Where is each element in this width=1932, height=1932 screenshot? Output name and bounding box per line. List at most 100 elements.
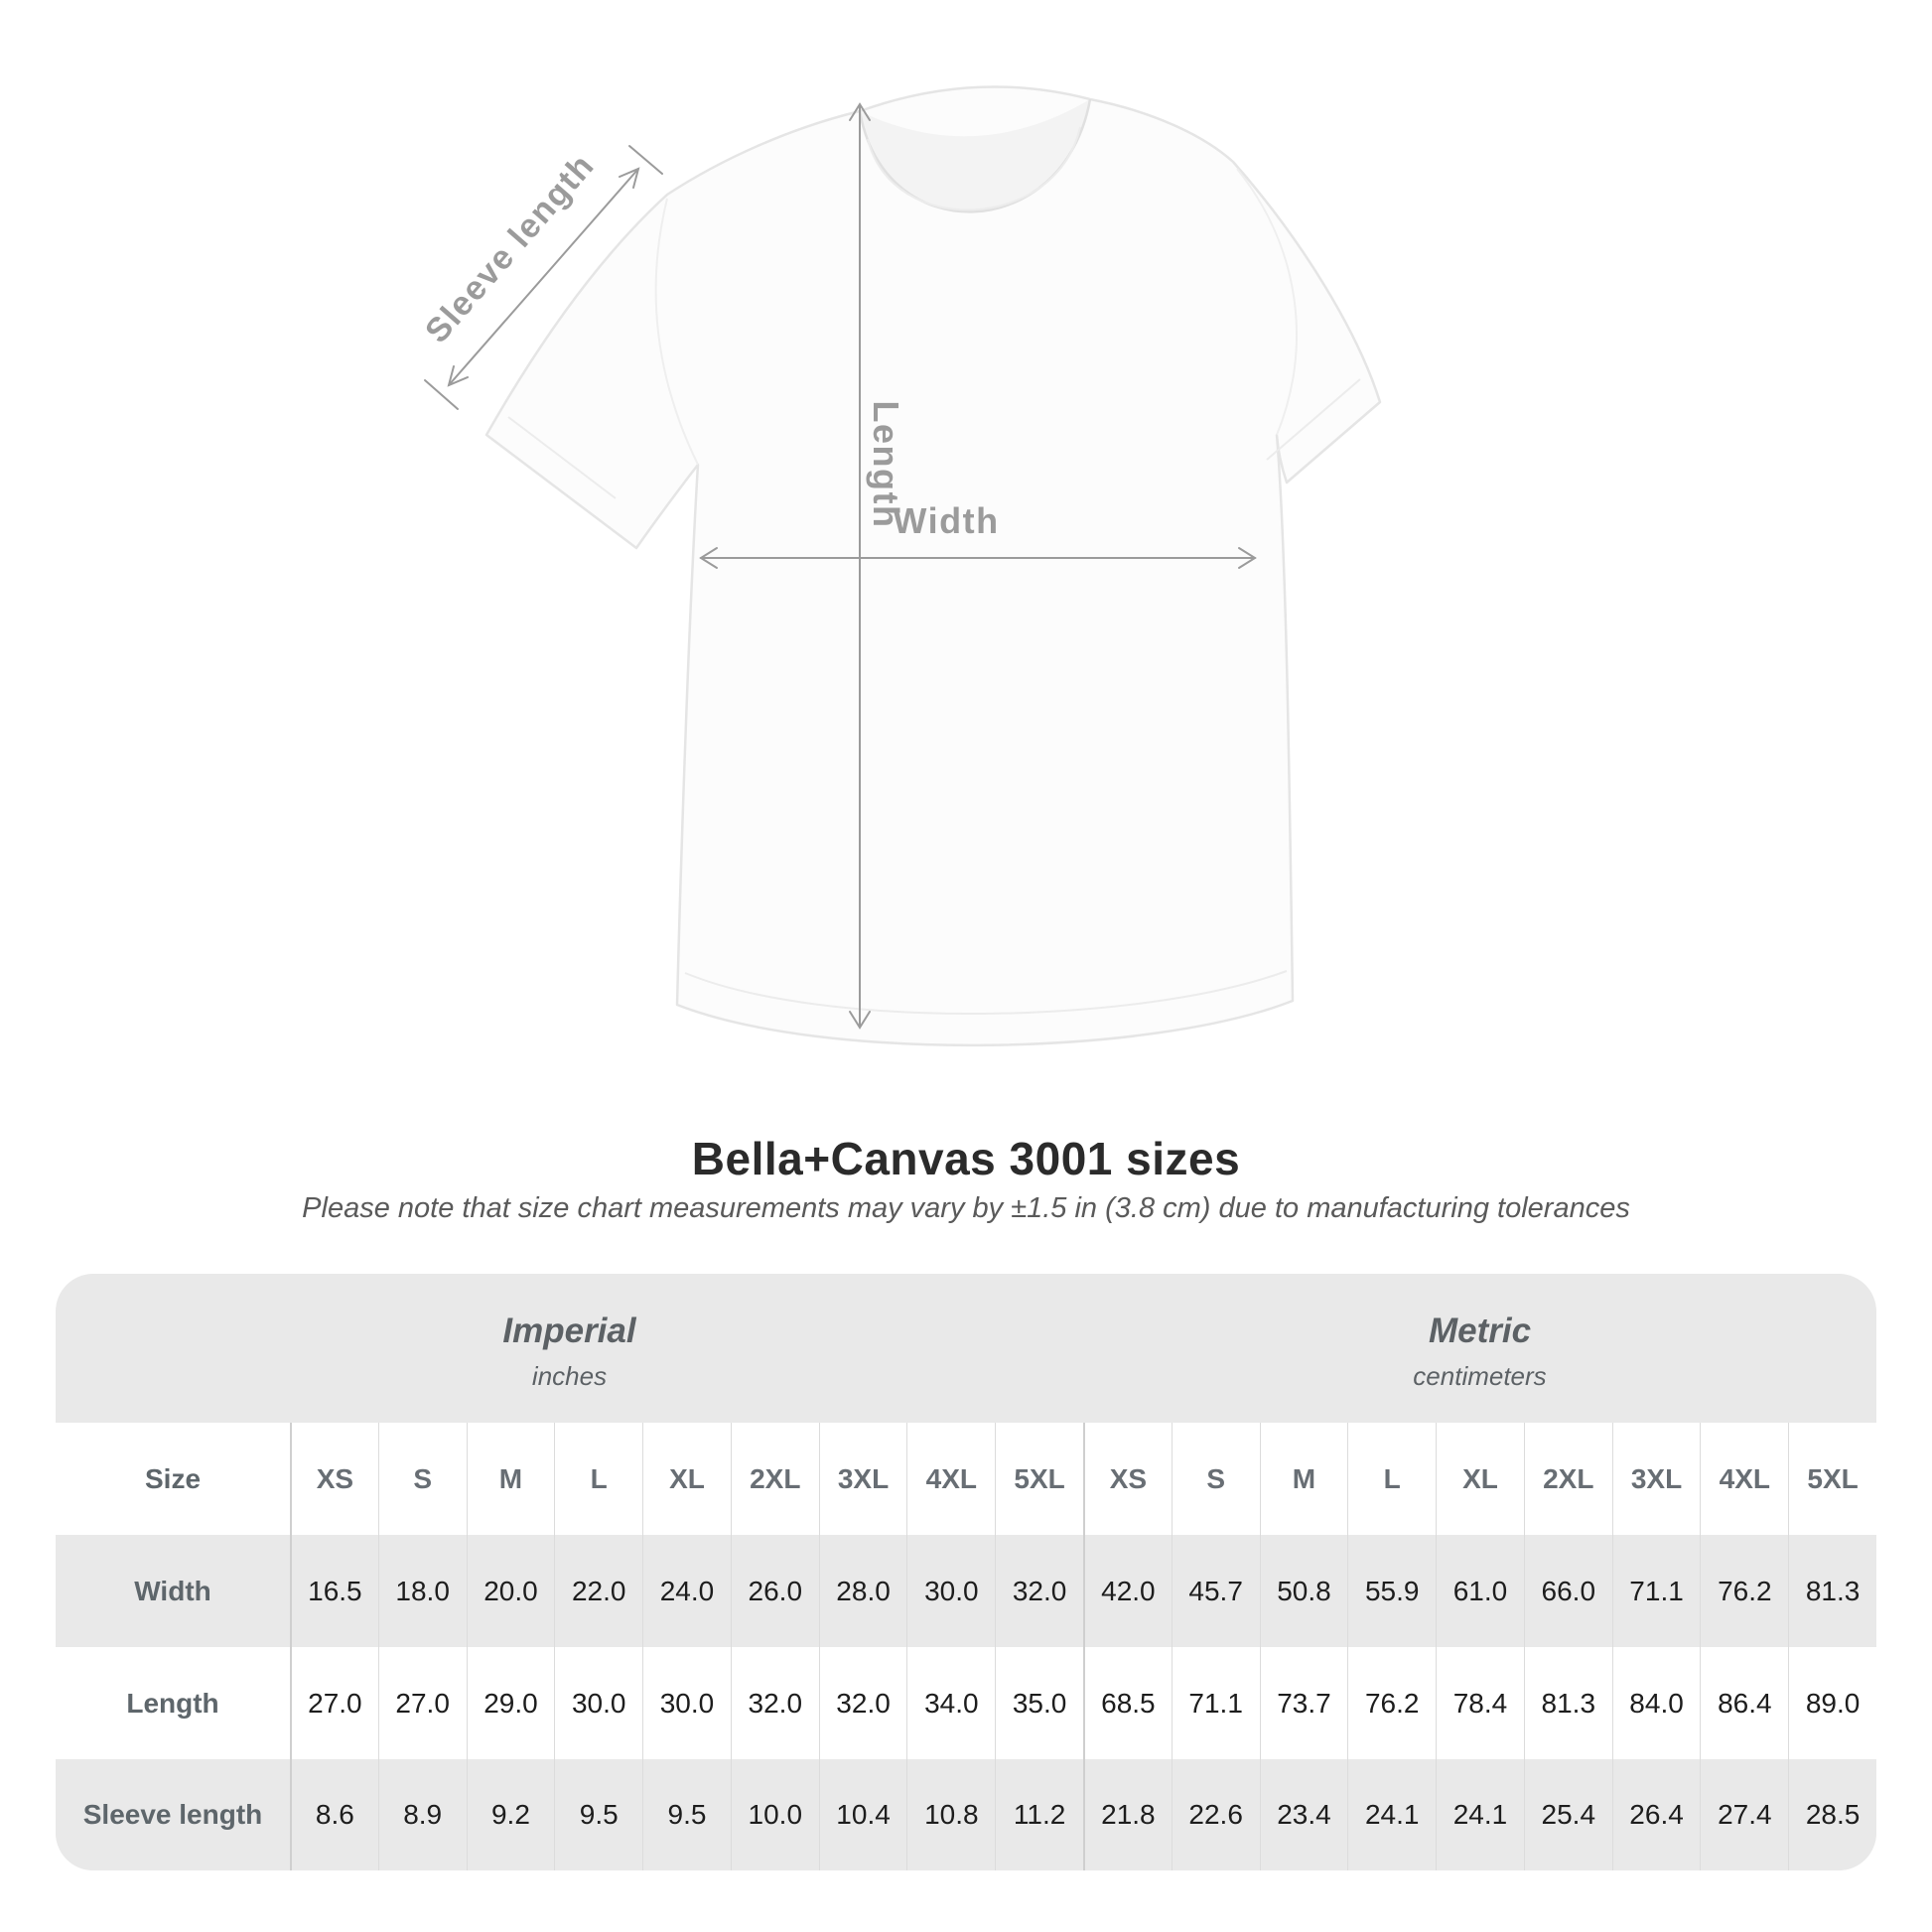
value-cell: 30.0 (906, 1535, 995, 1647)
value-cell: 81.3 (1788, 1535, 1876, 1647)
value-cell: 55.9 (1347, 1535, 1436, 1647)
hem-seam (684, 970, 1288, 1015)
tshirt-illustration (424, 85, 1382, 1047)
size-cell: 3XL (1611, 1423, 1701, 1535)
size-cell: 3XL (818, 1423, 907, 1535)
value-cell: 61.0 (1436, 1535, 1524, 1647)
value-cell: 35.0 (995, 1647, 1083, 1759)
page-title: Bella+Canvas 3001 sizes (691, 1133, 1241, 1184)
value-cell: 89.0 (1788, 1647, 1876, 1759)
value-cell: 34.0 (906, 1647, 995, 1759)
width-row: Width 16.5 18.0 20.0 22.0 24.0 26.0 28.0… (56, 1535, 1876, 1647)
size-cell: S (1171, 1423, 1260, 1535)
size-cell: 2XL (730, 1423, 819, 1535)
size-cell: M (466, 1423, 555, 1535)
sleeve-tick-top (628, 145, 663, 175)
length-arrowhead-top (849, 102, 871, 121)
value-cell: 68.5 (1083, 1647, 1172, 1759)
value-cell: 9.5 (642, 1759, 731, 1870)
collar-rib-seam (867, 126, 1081, 211)
value-cell: 20.0 (466, 1535, 555, 1647)
size-cell: L (554, 1423, 642, 1535)
metric-unit-group: Metric centimeters (1083, 1274, 1876, 1423)
value-cell: 45.7 (1171, 1535, 1260, 1647)
value-cell: 24.0 (642, 1535, 731, 1647)
value-cell: 22.6 (1171, 1759, 1260, 1870)
value-cell: 18.0 (377, 1535, 467, 1647)
size-cell: 5XL (1788, 1423, 1876, 1535)
value-cell: 71.1 (1171, 1647, 1260, 1759)
value-cell: 8.6 (290, 1759, 378, 1870)
size-cell: S (377, 1423, 467, 1535)
value-cell: 9.2 (466, 1759, 555, 1870)
value-cell: 73.7 (1259, 1647, 1348, 1759)
size-cell: XL (642, 1423, 731, 1535)
value-cell: 81.3 (1523, 1647, 1612, 1759)
size-cell: XL (1436, 1423, 1524, 1535)
sleeve-dimension-line (448, 168, 639, 386)
value-cell: 28.0 (818, 1535, 907, 1647)
width-dimension-label: Width (893, 500, 1000, 541)
width-arrowhead-left (699, 547, 718, 569)
metric-units: centimeters (1413, 1360, 1547, 1391)
value-cell: 9.5 (554, 1759, 642, 1870)
value-cell: 22.0 (554, 1535, 642, 1647)
size-cell: XS (290, 1423, 378, 1535)
value-cell: 26.4 (1611, 1759, 1701, 1870)
row-label: Sleeve length (82, 1799, 263, 1830)
value-cell: 32.0 (818, 1647, 907, 1759)
imperial-label: Imperial (502, 1311, 636, 1350)
value-cell: 29.0 (466, 1647, 555, 1759)
size-cell: 4XL (906, 1423, 995, 1535)
right-cuff-seam (1266, 378, 1361, 461)
size-column-header: Size (144, 1462, 202, 1494)
value-cell: 66.0 (1523, 1535, 1612, 1647)
unit-group-row: Imperial inches Metric centimeters (56, 1274, 1876, 1423)
width-arrowhead-right (1238, 547, 1257, 569)
value-cell: 24.1 (1347, 1759, 1436, 1870)
value-cell: 25.4 (1523, 1759, 1612, 1870)
value-cell: 10.8 (906, 1759, 995, 1870)
value-cell: 32.0 (730, 1647, 819, 1759)
right-armhole-seam (1236, 168, 1298, 436)
value-cell: 21.8 (1083, 1759, 1172, 1870)
size-cell: L (1347, 1423, 1436, 1535)
value-cell: 84.0 (1611, 1647, 1701, 1759)
value-cell: 28.5 (1788, 1759, 1876, 1870)
value-cell: 10.0 (730, 1759, 819, 1870)
value-cell: 23.4 (1259, 1759, 1348, 1870)
size-cell: XS (1083, 1423, 1172, 1535)
value-cell: 32.0 (995, 1535, 1083, 1647)
value-cell: 8.9 (377, 1759, 467, 1870)
size-chart-table: Imperial inches Metric centimeters Size … (56, 1274, 1876, 1870)
value-cell: 24.1 (1436, 1759, 1524, 1870)
size-cell: M (1259, 1423, 1348, 1535)
value-cell: 71.1 (1611, 1535, 1701, 1647)
value-cell: 10.4 (818, 1759, 907, 1870)
value-cell: 27.0 (377, 1647, 467, 1759)
imperial-units: inches (531, 1360, 608, 1391)
row-label: Width (134, 1575, 211, 1606)
value-cell: 42.0 (1083, 1535, 1172, 1647)
length-arrowhead-bottom (849, 1011, 871, 1030)
tshirt-outline (484, 85, 1382, 1047)
length-row: Length 27.0 27.0 29.0 30.0 30.0 32.0 32.… (56, 1647, 1876, 1759)
value-cell: 86.4 (1700, 1647, 1788, 1759)
tolerance-note: Please note that size chart measurements… (302, 1192, 1630, 1224)
sleeve-arrowhead-top (619, 167, 640, 189)
value-cell: 16.5 (290, 1535, 378, 1647)
value-cell: 78.4 (1436, 1647, 1524, 1759)
size-header-row: Size XS S M L XL 2XL 3XL 4XL 5XL XS S M … (56, 1423, 1876, 1535)
metric-label: Metric (1428, 1311, 1532, 1350)
value-cell: 50.8 (1259, 1535, 1348, 1647)
sleeve-arrowhead-bottom (447, 365, 469, 387)
value-cell: 76.2 (1700, 1535, 1788, 1647)
left-cuff-seam (507, 416, 617, 499)
sleeve-length-row: Sleeve length 8.6 8.9 9.2 9.5 9.5 10.0 1… (56, 1759, 1876, 1870)
value-cell: 11.2 (995, 1759, 1083, 1870)
sleeve-tick-bottom (424, 379, 459, 410)
value-cell: 27.4 (1700, 1759, 1788, 1870)
row-label: Length (126, 1687, 219, 1719)
value-cell: 27.0 (290, 1647, 378, 1759)
size-cell: 2XL (1523, 1423, 1612, 1535)
